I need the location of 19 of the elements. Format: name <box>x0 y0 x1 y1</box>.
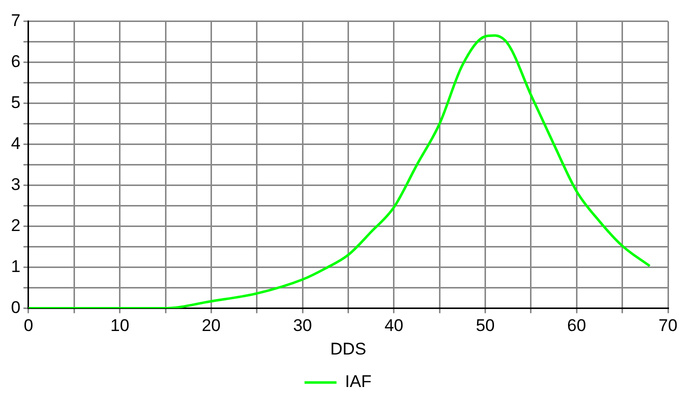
line-series <box>28 34 651 308</box>
x-tick-label: 60 <box>567 316 586 336</box>
y-tick-label: 2 <box>10 216 20 235</box>
y-tick-label: 6 <box>10 52 20 71</box>
y-tick-label: 1 <box>10 256 20 276</box>
y-tick-label: 7 <box>10 10 20 30</box>
y-tick-label: 4 <box>10 134 20 153</box>
y-tick-label: 0 <box>10 298 20 317</box>
legend-label: IAF <box>345 372 372 392</box>
x-tick-label: 20 <box>202 316 221 336</box>
x-tick-label: 10 <box>110 316 130 336</box>
x-axis-title: DDS <box>330 339 366 358</box>
x-tick-label: 0 <box>24 316 34 336</box>
x-tick-label: 70 <box>658 316 678 336</box>
x-tick-label: 40 <box>384 316 404 336</box>
x-tick-label: 50 <box>476 316 495 336</box>
y-tick-label: 3 <box>10 174 20 194</box>
y-tick-label: 5 <box>10 92 20 112</box>
x-tick-label: 30 <box>293 316 312 336</box>
